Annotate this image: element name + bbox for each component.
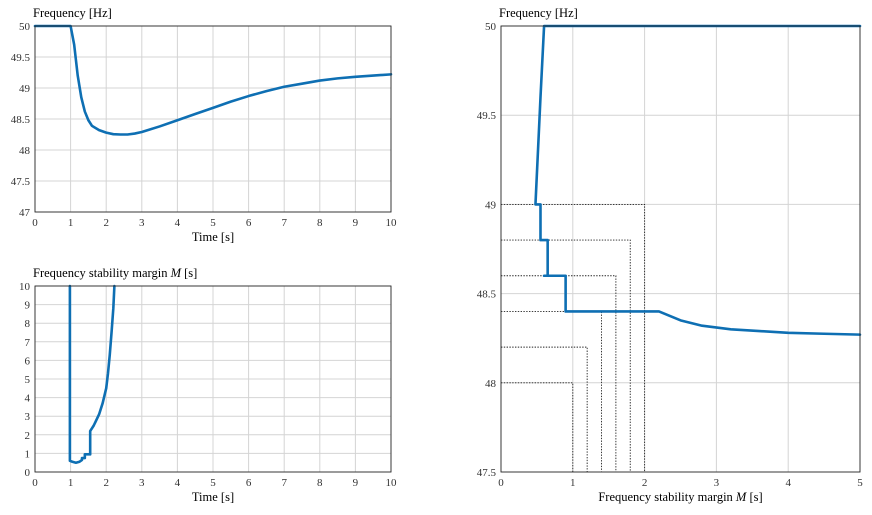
x-tick-label: 8: [317, 217, 323, 229]
x-tick-label: 4: [175, 477, 181, 489]
series-line: [534, 24, 862, 336]
y-tick-label: 47.5: [477, 467, 497, 479]
y-tick-label: 48.5: [477, 289, 497, 301]
x-tick-label: 8: [317, 477, 323, 489]
x-tick-label: 4: [785, 477, 791, 489]
x-tick-label: 5: [210, 217, 216, 229]
plot-area: [501, 26, 860, 472]
x-axis-label-unit: [s]: [746, 490, 762, 504]
x-tick-label: 2: [103, 217, 109, 229]
y-tick-label: 8: [25, 318, 31, 330]
y-tick-label: 5: [25, 374, 31, 386]
x-tick-label: 1: [68, 477, 74, 489]
y-tick-label: 10: [19, 281, 31, 293]
y-tick-label: 0: [25, 467, 31, 479]
panel-title-text: Frequency stability margin: [33, 266, 171, 280]
y-tick-label: 47.5: [11, 176, 31, 188]
y-tick-label: 4: [25, 393, 31, 405]
x-tick-label: 3: [714, 477, 720, 489]
panel-title: Frequency stability margin M [s]: [33, 266, 197, 280]
x-tick-label: 0: [32, 477, 38, 489]
x-tick-label: 4: [175, 217, 181, 229]
panel-title-variable: M: [170, 266, 182, 280]
y-tick-label: 48: [19, 145, 31, 157]
axes-frame: [34, 25, 392, 213]
x-tick-label: 9: [353, 217, 359, 229]
x-tick-label: 2: [103, 477, 109, 489]
threshold-guide-line: [501, 203, 646, 472]
threshold-guide-line: [501, 275, 617, 472]
threshold-guide-line: [501, 346, 588, 472]
y-tick-label: 3: [25, 411, 31, 423]
x-axis-label: Frequency stability margin M [s]: [598, 490, 762, 504]
x-tick-label: 2: [642, 477, 648, 489]
y-tick-label: 48: [485, 378, 497, 390]
x-tick-label: 1: [570, 477, 576, 489]
axes-frame: [500, 25, 861, 473]
y-tick-label: 50: [19, 21, 31, 33]
x-axis-label: Time [s]: [192, 230, 234, 244]
x-tick-label: 6: [246, 477, 252, 489]
y-tick-label: 49: [19, 83, 31, 95]
y-tick-label: 1: [25, 448, 31, 460]
threshold-guide-line: [501, 310, 602, 472]
panel-title: Frequency [Hz]: [499, 6, 578, 20]
x-tick-label: 3: [139, 477, 145, 489]
x-tick-label: 3: [139, 217, 145, 229]
x-tick-label: 7: [281, 217, 287, 229]
x-tick-label: 0: [498, 477, 504, 489]
series-line: [33, 24, 393, 136]
x-tick-label: 6: [246, 217, 252, 229]
y-tick-label: 2: [25, 430, 31, 442]
y-tick-label: 7: [25, 337, 31, 349]
x-axis-label: Time [s]: [192, 490, 234, 504]
x-tick-label: 0: [32, 217, 38, 229]
y-tick-label: 50: [485, 21, 497, 33]
y-tick-label: 6: [25, 355, 31, 367]
y-tick-label: 49: [485, 199, 497, 211]
x-tick-label: 7: [281, 477, 287, 489]
y-tick-label: 49.5: [477, 110, 497, 122]
panel-title-unit: [s]: [181, 266, 197, 280]
x-tick-label: 9: [353, 477, 359, 489]
series-line: [68, 284, 116, 465]
y-tick-label: 47: [19, 207, 31, 219]
panel-title: Frequency [Hz]: [33, 6, 112, 20]
x-axis-label-variable: M: [735, 490, 747, 504]
y-tick-label: 48.5: [11, 114, 31, 126]
x-tick-label: 5: [857, 477, 863, 489]
x-tick-label: 10: [386, 217, 398, 229]
x-axis-label-text: Frequency stability margin: [598, 490, 736, 504]
x-tick-label: 1: [68, 217, 74, 229]
y-tick-label: 9: [25, 300, 31, 312]
chart-panel-1: 0 1 2 3 4 5 6 7 8 9 10 47 47.5 48 48.5 49 49.5 50Frequenc…: [11, 6, 397, 244]
x-tick-label: 5: [210, 477, 216, 489]
axes-frame: [34, 285, 392, 473]
x-tick-label: 10: [386, 477, 398, 489]
y-tick-label: 49.5: [11, 52, 31, 64]
